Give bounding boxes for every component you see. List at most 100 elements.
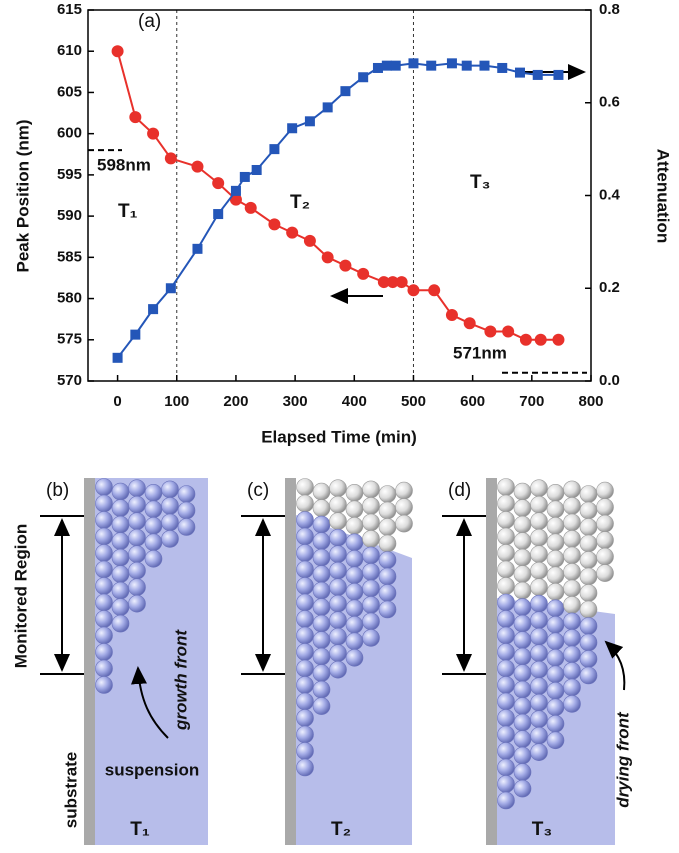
particle [128, 495, 146, 514]
particle [546, 549, 565, 568]
particle [296, 527, 314, 546]
particle [563, 612, 581, 631]
particle [563, 497, 581, 515]
data-point [244, 201, 257, 214]
particle [513, 730, 532, 748]
particle [596, 564, 614, 582]
particle [312, 631, 331, 649]
particle [497, 560, 515, 579]
particle [312, 499, 331, 517]
particle [513, 713, 532, 732]
data-point [532, 69, 543, 80]
particle [579, 633, 598, 652]
particle [579, 485, 598, 503]
particle [378, 518, 397, 536]
data-point [358, 72, 369, 83]
particle [497, 626, 515, 645]
particle [497, 478, 515, 496]
data-point [192, 243, 203, 254]
data-point [191, 160, 204, 173]
particle [530, 627, 548, 646]
data-point [395, 276, 408, 289]
particle [296, 560, 314, 579]
substrate-label: substrate [61, 752, 80, 829]
particle [579, 650, 598, 668]
data-point [479, 60, 490, 71]
particle [296, 610, 314, 628]
y-tick-label: 585 [57, 248, 82, 265]
particle [497, 742, 515, 760]
particle [296, 659, 314, 678]
particle [95, 643, 113, 661]
data-point [230, 185, 241, 196]
data-point [164, 152, 177, 165]
particle [497, 775, 515, 793]
particle [296, 511, 314, 529]
particle [111, 581, 130, 600]
particle [378, 534, 397, 553]
particle [312, 664, 331, 682]
data-point [286, 226, 299, 239]
particle [530, 528, 548, 547]
particle [497, 511, 515, 529]
data-point [553, 69, 564, 80]
particle [329, 594, 347, 613]
particle [345, 615, 364, 634]
particle [345, 648, 364, 667]
particle [95, 527, 113, 546]
particle [177, 518, 196, 536]
particle [329, 479, 347, 498]
particle [329, 512, 347, 531]
data-point [321, 251, 334, 264]
particle [177, 501, 196, 520]
particle [329, 495, 347, 514]
particle [345, 566, 364, 585]
particle [563, 629, 581, 647]
particle [546, 599, 565, 618]
particle [345, 632, 364, 651]
particle [563, 695, 581, 713]
data-point [461, 60, 472, 71]
data-point [112, 352, 123, 363]
panel-label: (b) [46, 480, 69, 501]
particle [362, 629, 380, 647]
y-tick-label: 610 [57, 42, 82, 59]
particle [329, 644, 347, 663]
particle [329, 611, 347, 630]
particle [362, 497, 380, 515]
data-point [534, 333, 547, 346]
stage-label: T₃ [470, 172, 490, 193]
particle [111, 532, 130, 550]
y-tick-label: 590 [57, 207, 82, 224]
particle [513, 697, 532, 715]
data-point [322, 102, 333, 113]
particle [579, 534, 598, 553]
particle [563, 579, 581, 598]
particle [530, 578, 548, 597]
data-point [147, 127, 160, 140]
x-axis-label: Elapsed Time (min) [261, 427, 417, 446]
particle [579, 600, 598, 619]
chart: Elapsed Time (min) Peak Position (nm) At… [13, 1, 672, 447]
particle [497, 610, 515, 628]
particle [312, 614, 331, 633]
particle [128, 561, 146, 580]
y-tick-label: 605 [57, 83, 82, 100]
particle [362, 579, 380, 598]
particle [579, 567, 598, 586]
particle [596, 531, 614, 549]
particle [128, 578, 146, 597]
particle [95, 593, 113, 612]
particle [362, 480, 380, 499]
data-point [251, 164, 262, 175]
particle [513, 499, 532, 517]
x-tick-label: 100 [164, 393, 189, 410]
particle [296, 676, 314, 694]
particle [111, 565, 130, 583]
particle [513, 548, 532, 567]
particle [378, 551, 397, 569]
particle [296, 478, 314, 496]
data-point [111, 45, 124, 58]
data-point [377, 276, 390, 289]
particle [513, 482, 532, 501]
